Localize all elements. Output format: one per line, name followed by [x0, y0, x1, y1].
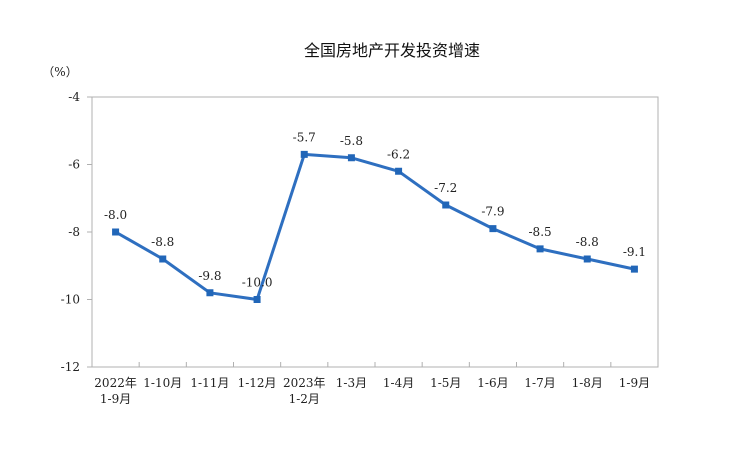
y-tick-label: -12 [61, 360, 80, 374]
plot-frame [91, 96, 659, 368]
y-axis: -4 -6 -8 -10 -12 [61, 90, 92, 374]
data-label: -9.8 [198, 269, 221, 283]
data-label: -5.7 [293, 130, 316, 144]
data-point [583, 255, 591, 263]
data-label: -6.2 [387, 147, 410, 161]
data-point [347, 154, 355, 162]
series-line [114, 152, 636, 301]
x-tick-label: 1-10月 [143, 376, 182, 390]
y-tick-label: -10 [61, 293, 80, 307]
data-label: -8.8 [151, 235, 174, 249]
x-tick-label: 1-11月 [190, 376, 229, 390]
x-tick-label: 1-9月 [100, 392, 131, 406]
x-tick-label: 1-6月 [477, 376, 508, 390]
data-label: -8.8 [576, 235, 599, 249]
x-tick-label: 2022年 [94, 376, 137, 390]
chart-title: 全国房地产开发投资增速 [304, 41, 480, 60]
x-tick-label: 1-7月 [524, 376, 555, 390]
data-label: -5.8 [340, 134, 363, 148]
data-labels: -8.0 -8.8 -9.8 -10.0 -5.7 -5.8 -6.2 -7.2 -7.9 -8.… [104, 130, 646, 289]
data-point [395, 167, 403, 175]
data-point [159, 255, 167, 263]
data-point [489, 225, 497, 233]
data-point [253, 296, 261, 303]
x-tick-label: 1-3月 [336, 376, 367, 390]
y-tick-label: -8 [68, 225, 80, 239]
data-point [112, 228, 120, 236]
data-label: -8.5 [529, 225, 552, 239]
x-tick-label: 1-8月 [572, 376, 603, 390]
data-point [630, 265, 638, 273]
x-tick-label: 2023年 [283, 376, 326, 390]
x-tick-label: 1-9月 [619, 376, 650, 390]
data-label: -7.2 [434, 181, 457, 195]
series [112, 150, 638, 303]
data-label: -7.9 [481, 205, 504, 219]
y-tick-label: -6 [68, 158, 80, 172]
data-point [442, 201, 450, 209]
x-tick-label: 1-4月 [383, 376, 414, 390]
data-label: -9.1 [623, 245, 646, 259]
x-tick-label: 1-5月 [430, 376, 461, 390]
y-tick-label: -4 [68, 90, 80, 104]
x-tick-label: 1-2月 [289, 392, 320, 406]
y-axis-unit-label: （%） [42, 65, 77, 79]
data-label: -8.0 [104, 208, 127, 222]
data-point [300, 150, 308, 158]
data-point [536, 245, 544, 253]
data-label: -10.0 [242, 276, 273, 290]
x-axis: 2022年 1-9月 1-10月 1-11月 1-12月 2023年 1-2月 1-3月 1-4… [94, 362, 650, 406]
x-tick-label: 1-12月 [238, 376, 277, 390]
data-point [206, 289, 214, 297]
